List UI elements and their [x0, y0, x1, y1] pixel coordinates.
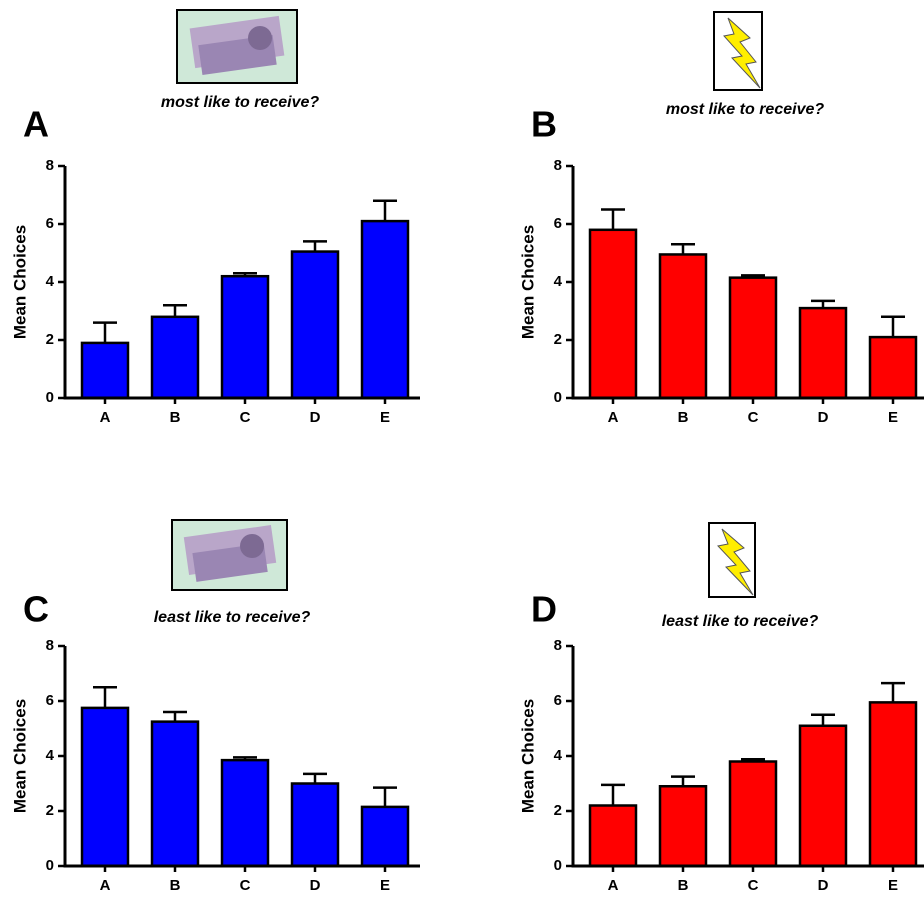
- y-tick-label: 8: [46, 157, 54, 174]
- x-tick-label: E: [380, 877, 390, 894]
- bar: [590, 806, 636, 867]
- y-tick-label: 0: [46, 389, 54, 406]
- x-tick-label: A: [608, 409, 619, 426]
- y-tick-label: 6: [554, 215, 562, 232]
- y-axis-label: Mean Choices: [10, 225, 29, 339]
- x-tick-label: C: [240, 877, 251, 894]
- y-axis-label: Mean Choices: [518, 225, 537, 339]
- x-tick-label: E: [888, 877, 898, 894]
- y-tick-label: 8: [554, 637, 562, 654]
- panel-letter: B: [531, 104, 557, 145]
- y-tick-label: 8: [554, 157, 562, 174]
- bar: [222, 276, 268, 398]
- y-tick-label: 2: [46, 331, 54, 348]
- bar: [730, 762, 776, 867]
- y-tick-label: 6: [46, 692, 54, 709]
- y-tick-label: 4: [46, 273, 55, 290]
- bar: [82, 343, 128, 398]
- y-tick-label: 4: [46, 747, 55, 764]
- panel-letter: A: [23, 104, 49, 145]
- y-tick-label: 0: [554, 389, 562, 406]
- x-tick-label: D: [818, 877, 829, 894]
- panel-letter: D: [531, 589, 557, 630]
- bar: [590, 230, 636, 398]
- bar: [870, 702, 916, 866]
- x-tick-label: B: [170, 409, 181, 426]
- bar: [800, 726, 846, 866]
- panel-subtitle: least like to receive?: [662, 613, 819, 630]
- y-tick-label: 0: [46, 857, 54, 874]
- bar: [870, 337, 916, 398]
- y-tick-label: 6: [46, 215, 54, 232]
- x-tick-label: D: [818, 409, 829, 426]
- panel-subtitle: least like to receive?: [154, 609, 311, 626]
- x-tick-label: B: [678, 409, 689, 426]
- money-icon: [177, 10, 297, 83]
- y-tick-label: 2: [554, 802, 562, 819]
- money-icon: [172, 520, 287, 590]
- y-tick-label: 8: [46, 637, 54, 654]
- bar: [660, 254, 706, 398]
- x-tick-label: E: [380, 409, 390, 426]
- x-tick-label: C: [748, 409, 759, 426]
- x-tick-label: C: [240, 409, 251, 426]
- x-tick-label: D: [310, 409, 321, 426]
- x-tick-label: B: [170, 877, 181, 894]
- bar: [82, 708, 128, 866]
- y-tick-label: 2: [46, 802, 54, 819]
- bar: [292, 252, 338, 398]
- y-axis-label: Mean Choices: [518, 699, 537, 813]
- panel-subtitle: most like to receive?: [161, 94, 320, 111]
- x-tick-label: A: [608, 877, 619, 894]
- bar: [152, 317, 198, 398]
- bar: [730, 278, 776, 398]
- bar: [152, 722, 198, 866]
- x-tick-label: B: [678, 877, 689, 894]
- bar: [660, 786, 706, 866]
- bar: [362, 221, 408, 398]
- figure: Amost like to receive? 0 2 4 6 8 A B C D E Mean Cho…: [0, 0, 924, 899]
- bar: [362, 807, 408, 866]
- y-tick-label: 4: [554, 747, 563, 764]
- y-tick-label: 2: [554, 331, 562, 348]
- panel-letter: C: [23, 589, 49, 630]
- bar: [222, 760, 268, 866]
- x-tick-label: C: [748, 877, 759, 894]
- x-tick-label: A: [100, 409, 111, 426]
- y-axis-label: Mean Choices: [10, 699, 29, 813]
- lightning-icon: [709, 523, 755, 597]
- y-tick-label: 0: [554, 857, 562, 874]
- bar: [292, 784, 338, 867]
- x-tick-label: E: [888, 409, 898, 426]
- y-tick-label: 6: [554, 692, 562, 709]
- bar: [800, 308, 846, 398]
- y-tick-label: 4: [554, 273, 563, 290]
- x-tick-label: A: [100, 877, 111, 894]
- x-tick-label: D: [310, 877, 321, 894]
- lightning-icon: [714, 12, 762, 90]
- panel-subtitle: most like to receive?: [666, 101, 825, 118]
